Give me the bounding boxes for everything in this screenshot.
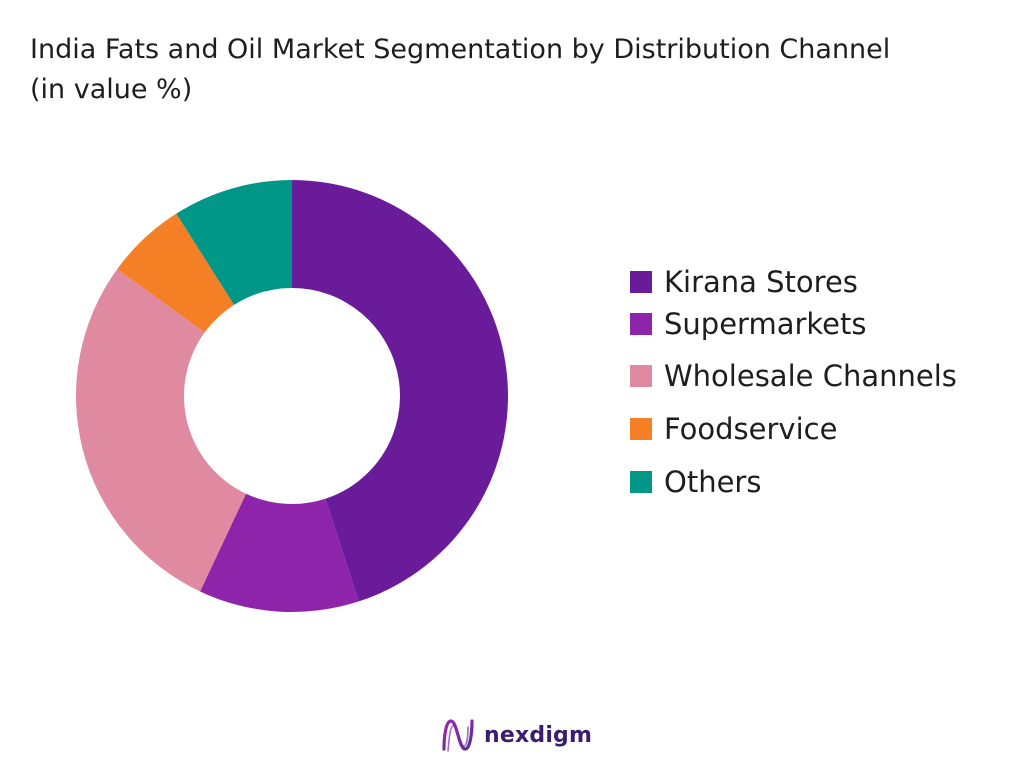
legend-swatch xyxy=(630,418,652,440)
legend-label: Others xyxy=(664,465,762,499)
legend-swatch xyxy=(630,313,652,335)
chart-title: India Fats and Oil Market Segmentation b… xyxy=(30,34,891,105)
legend-item-kirana-stores[interactable]: Kirana Stores xyxy=(630,265,858,299)
legend-item-supermarkets[interactable]: Supermarkets xyxy=(630,307,866,341)
legend-item-foodservice[interactable]: Foodservice xyxy=(630,412,837,446)
legend-swatch xyxy=(630,271,652,293)
legend-label: Wholesale Channels xyxy=(664,359,957,393)
legend-label: Supermarkets xyxy=(664,307,867,341)
brand-name: nexdigm xyxy=(484,722,593,748)
slice-foodservice[interactable] xyxy=(117,213,235,333)
slice-supermarkets[interactable] xyxy=(200,493,359,612)
slice-wholesale-channels[interactable] xyxy=(75,269,247,592)
nexdigm-logo-icon xyxy=(442,719,474,752)
brand-logo[interactable]: nexdigm xyxy=(440,716,592,754)
legend-swatch xyxy=(630,471,652,493)
legend-label: Foodservice xyxy=(664,412,838,446)
legend-item-others[interactable]: Others xyxy=(630,465,761,499)
legend-item-wholesale-channels[interactable]: Wholesale Channels xyxy=(630,359,957,393)
legend-label: Kirana Stores xyxy=(664,265,858,299)
slice-kirana-stores[interactable] xyxy=(292,180,509,602)
legend-swatch xyxy=(630,365,652,387)
slice-others[interactable] xyxy=(176,180,292,305)
